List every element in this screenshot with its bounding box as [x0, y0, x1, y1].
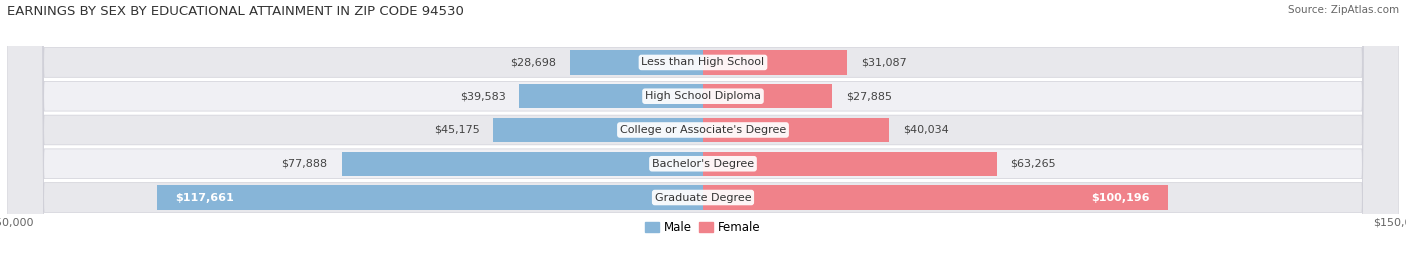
FancyBboxPatch shape: [7, 0, 1399, 268]
Text: $100,196: $100,196: [1091, 192, 1149, 203]
Bar: [342, 152, 703, 176]
Text: Bachelor's Degree: Bachelor's Degree: [652, 159, 754, 169]
Text: $63,265: $63,265: [1011, 159, 1056, 169]
Text: $117,661: $117,661: [176, 192, 235, 203]
Bar: [703, 50, 848, 75]
Text: $77,888: $77,888: [281, 159, 328, 169]
Text: Source: ZipAtlas.com: Source: ZipAtlas.com: [1288, 5, 1399, 15]
Text: EARNINGS BY SEX BY EDUCATIONAL ATTAINMENT IN ZIP CODE 94530: EARNINGS BY SEX BY EDUCATIONAL ATTAINMEN…: [7, 5, 464, 18]
Bar: [703, 118, 889, 142]
Text: $39,583: $39,583: [460, 91, 505, 101]
Text: High School Diploma: High School Diploma: [645, 91, 761, 101]
Text: $27,885: $27,885: [846, 91, 893, 101]
FancyBboxPatch shape: [7, 0, 1399, 268]
Bar: [519, 84, 703, 108]
Bar: [703, 185, 1168, 210]
Legend: Male, Female: Male, Female: [641, 217, 765, 239]
Text: $40,034: $40,034: [903, 125, 949, 135]
Bar: [157, 185, 703, 210]
Text: College or Associate's Degree: College or Associate's Degree: [620, 125, 786, 135]
Text: $31,087: $31,087: [860, 57, 907, 68]
FancyBboxPatch shape: [7, 0, 1399, 268]
Text: $28,698: $28,698: [510, 57, 555, 68]
Text: $45,175: $45,175: [433, 125, 479, 135]
Text: Graduate Degree: Graduate Degree: [655, 192, 751, 203]
FancyBboxPatch shape: [7, 0, 1399, 268]
Bar: [569, 50, 703, 75]
Text: Less than High School: Less than High School: [641, 57, 765, 68]
Bar: [494, 118, 703, 142]
Bar: [703, 152, 997, 176]
Bar: [703, 84, 832, 108]
FancyBboxPatch shape: [7, 0, 1399, 268]
